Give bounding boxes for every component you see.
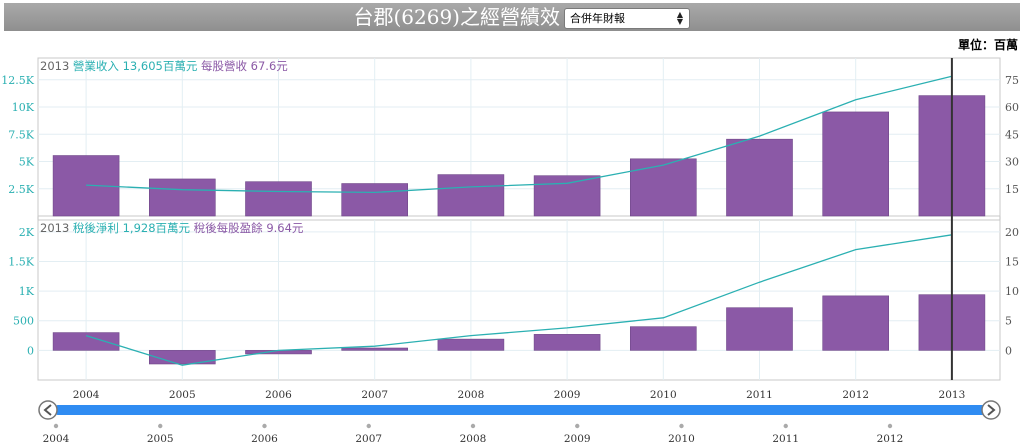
bar-net_income-2011 bbox=[726, 307, 793, 351]
left-axis-tick-label: 500 bbox=[13, 315, 34, 328]
x-axis-label-2008: 2008 bbox=[458, 389, 485, 401]
timeline-label-2012: 2012 bbox=[877, 433, 904, 445]
bar-revenue-2009 bbox=[533, 175, 601, 217]
legend-revenue: 2013 營業收入 13,605百萬元 每股營收 67.6元 bbox=[40, 59, 288, 73]
chevron-right-icon bbox=[987, 404, 996, 416]
statement-type-value: 合併年財報 bbox=[570, 12, 625, 25]
left-axis-tick-label: 2.5K bbox=[8, 183, 34, 196]
timeline-label-2007: 2007 bbox=[355, 433, 382, 445]
left-axis-tick-label: 10K bbox=[12, 101, 35, 114]
right-axis-tick-label: 45 bbox=[1005, 128, 1019, 141]
timeline-tick-dot bbox=[679, 423, 684, 429]
bar-revenue-2010 bbox=[629, 158, 697, 217]
panel-revenue: 2.5K 5K 7.5K 10K 12.5K 15 30 45 60 75 2013 營業收入 13… bbox=[1, 57, 1019, 217]
left-axis-tick-label: 12.5K bbox=[1, 74, 34, 87]
left-axis-tick-label: 1.5K bbox=[8, 255, 34, 268]
right-axis-tick-label: 20 bbox=[1005, 226, 1019, 239]
x-axis-label-2004: 2004 bbox=[73, 389, 100, 401]
timeline-next-button[interactable] bbox=[981, 400, 1001, 420]
bar-revenue-2005 bbox=[149, 178, 216, 217]
legend-secondary: 每股營收 67.6元 bbox=[197, 59, 288, 73]
x-axis-label-2011: 2011 bbox=[746, 389, 773, 401]
x-axis-label-2005: 2005 bbox=[169, 389, 196, 401]
bar-net_income-2008 bbox=[437, 338, 505, 351]
legend-year: 2013 bbox=[40, 221, 69, 235]
timeline-tick-dot bbox=[470, 423, 476, 429]
bar-revenue-2006 bbox=[245, 181, 312, 217]
right-axis-tick-label: 0 bbox=[1005, 344, 1012, 357]
legend-net_income: 2013 稅後淨利 1,928百萬元 稅後每股盈餘 9.64元 bbox=[40, 221, 304, 235]
panel-border bbox=[37, 57, 1001, 217]
page-title: 台郡(6269)之經營績效 bbox=[353, 5, 560, 29]
legend-primary: 營業收入 13,605百萬元 bbox=[69, 59, 198, 73]
timeline-tick-dot bbox=[366, 423, 371, 429]
bar-net_income-2007 bbox=[341, 347, 409, 351]
unit-label: 單位：百萬 bbox=[957, 38, 1018, 52]
timeline-prev-button[interactable] bbox=[38, 400, 58, 420]
bar-revenue-2011 bbox=[726, 138, 793, 217]
timeline-label-2008: 2008 bbox=[460, 433, 487, 445]
timeline-label-2005: 2005 bbox=[147, 433, 174, 445]
select-arrows-icon: ▲ ▼ bbox=[676, 10, 684, 26]
bar-revenue-2007 bbox=[341, 183, 409, 217]
timeline-label-2009: 2009 bbox=[564, 433, 591, 445]
bar-net_income-2012 bbox=[822, 295, 890, 351]
right-axis-tick-label: 5 bbox=[1005, 315, 1012, 328]
left-axis-tick-label: 2K bbox=[19, 226, 35, 239]
title-bar: 台郡(6269)之經營績效 合併年財報 ▲ ▼ bbox=[4, 3, 1020, 31]
timeline-tick-dot bbox=[262, 423, 267, 429]
panel-net_income: 0 500 1K 1.5K 2K 0 5 10 15 20 2013 稅後淨利 1,928百萬元 稅… bbox=[8, 219, 1019, 381]
timeline-label-2010: 2010 bbox=[668, 433, 695, 445]
statement-type-select[interactable]: 合併年財報 ▲ ▼ bbox=[564, 8, 690, 29]
timeline-next-circle bbox=[981, 400, 1001, 420]
legend-year: 2013 bbox=[40, 59, 69, 73]
chevron-left-icon bbox=[43, 404, 52, 416]
line-series-revenue bbox=[86, 75, 953, 194]
timeline-tick-dot bbox=[783, 423, 788, 429]
left-axis-tick-label: 0 bbox=[27, 344, 34, 357]
timeline-label-2006: 2006 bbox=[251, 433, 278, 445]
timeline-tick-dot bbox=[575, 423, 580, 429]
x-axis-label-2013: 2013 bbox=[939, 389, 966, 401]
x-axis-label-2012: 2012 bbox=[842, 389, 869, 401]
x-axis-label-2007: 2007 bbox=[361, 389, 388, 401]
legend-primary: 稅後淨利 1,928百萬元 bbox=[69, 221, 190, 235]
line-series-net_income bbox=[85, 234, 952, 366]
left-axis-tick-label: 5K bbox=[19, 156, 35, 169]
right-axis-tick-label: 60 bbox=[1005, 101, 1019, 114]
right-axis-tick-label: 15 bbox=[1005, 183, 1019, 196]
timeline-label-2011: 2011 bbox=[772, 433, 799, 445]
left-axis-tick-label: 7.5K bbox=[8, 128, 34, 141]
timeline-label-2004: 2004 bbox=[43, 433, 70, 445]
bar-net_income-2009 bbox=[533, 334, 601, 351]
right-axis-tick-label: 15 bbox=[1005, 255, 1019, 268]
panel-border bbox=[37, 219, 1001, 381]
timeline-tick-dot bbox=[887, 423, 893, 429]
timeline-tick-dot bbox=[158, 423, 163, 429]
timeline-prev-circle bbox=[38, 400, 58, 420]
right-axis-tick-label: 75 bbox=[1005, 74, 1019, 87]
left-axis-tick-label: 1K bbox=[19, 285, 35, 298]
right-axis-tick-label: 10 bbox=[1005, 285, 1019, 298]
bar-revenue-2012 bbox=[822, 111, 890, 217]
right-axis-tick-label: 30 bbox=[1005, 156, 1019, 169]
timeline-tick-dot bbox=[53, 423, 59, 429]
timeline-track[interactable] bbox=[56, 405, 984, 415]
bar-net_income-2004 bbox=[52, 332, 120, 351]
bar-revenue-2008 bbox=[437, 174, 505, 217]
legend-secondary: 稅後每股盈餘 9.64元 bbox=[190, 221, 304, 235]
x-axis-label-2010: 2010 bbox=[650, 389, 677, 401]
x-axis-label-2009: 2009 bbox=[554, 389, 581, 401]
bar-net_income-2010 bbox=[629, 326, 697, 351]
x-axis-label-2006: 2006 bbox=[265, 389, 292, 401]
